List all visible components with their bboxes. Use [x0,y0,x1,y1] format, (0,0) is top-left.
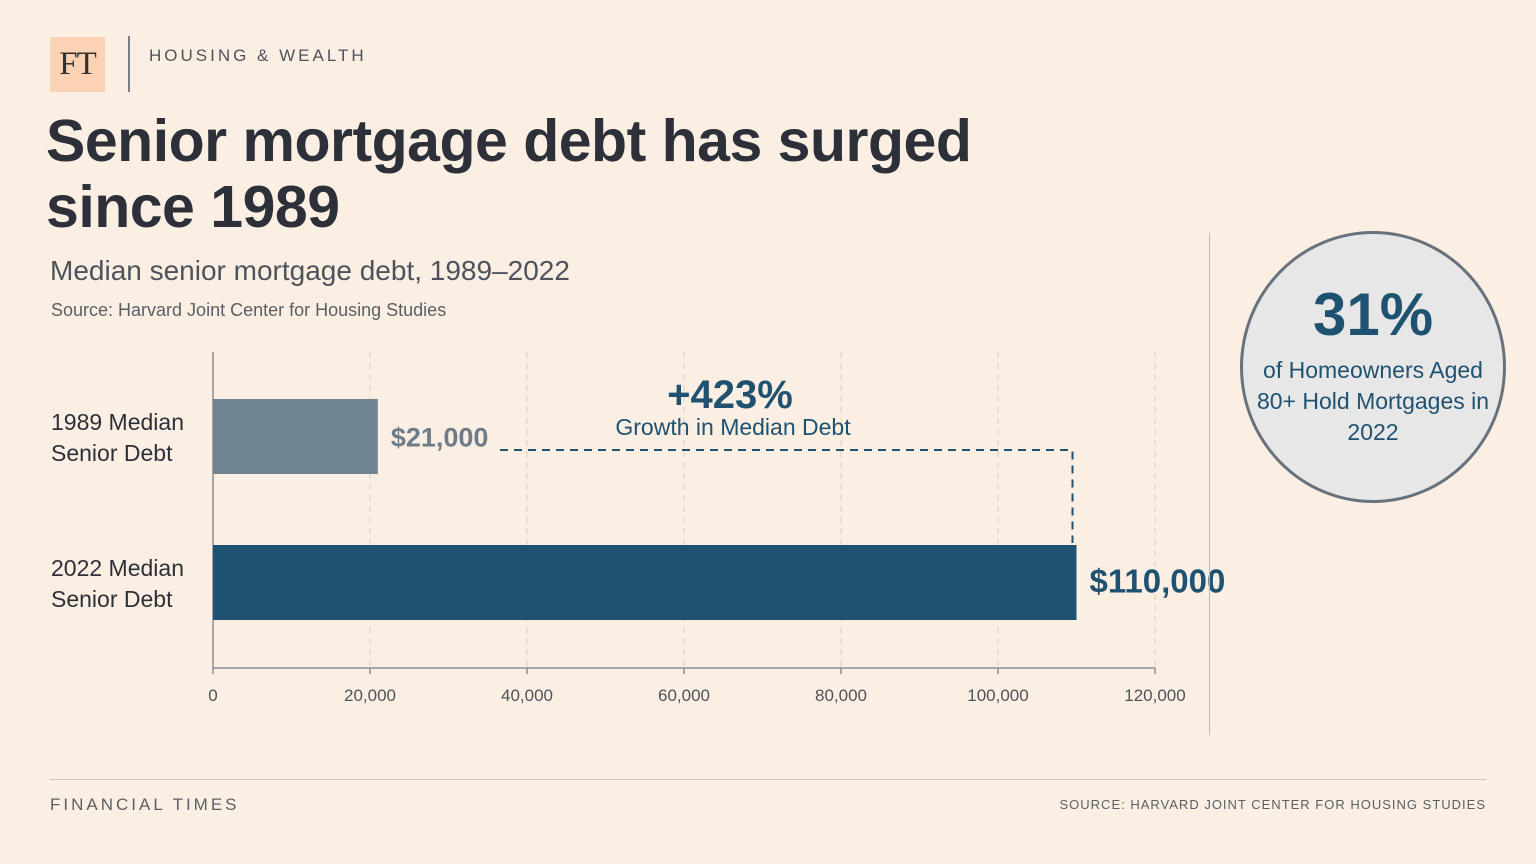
x-tick-label: 60,000 [658,686,710,705]
ft-logo: FT [50,37,105,92]
stat-circle: 31% of Homeowners Aged 80+ Hold Mortgage… [1240,231,1506,503]
bar-1989 [213,399,378,474]
x-tick-label: 120,000 [1124,686,1185,705]
growth-bracket [500,449,1074,543]
growth-value: +423% [667,373,793,417]
x-tick-label: 0 [208,686,217,705]
bar-value-label: $110,000 [1090,563,1226,600]
category-label: 1989 Median [51,409,184,435]
bar-value-label: $21,000 [391,423,489,453]
panel-divider [1209,233,1210,735]
x-tick-label: 20,000 [344,686,396,705]
category-label: 2022 Median [51,555,184,581]
chart-source: Source: Harvard Joint Center for Housing… [51,300,447,320]
category-label: Senior Debt [51,586,173,612]
section-label: HOUSING & WEALTH [149,46,367,65]
logo-divider [128,36,130,92]
x-tick-label: 80,000 [815,686,867,705]
x-tick-label: 100,000 [967,686,1028,705]
footer-source: SOURCE: HARVARD JOINT CENTER FOR HOUSING… [1059,797,1486,812]
growth-label: Growth in Median Debt [615,414,851,440]
x-tick-label: 40,000 [501,686,553,705]
footer-publisher: FINANCIAL TIMES [50,795,240,814]
category-label: Senior Debt [51,440,173,466]
bar-2022 [213,545,1077,620]
footer-rule [50,779,1486,780]
stat-value: 31% [1312,280,1434,348]
chart-title: Senior mortgage debt has surged since 19… [46,108,972,240]
stat-text: of Homeowners Aged 80+ Hold Mortgages in… [1256,356,1490,445]
chart-subtitle: Median senior mortgage debt, 1989–2022 [50,255,570,286]
